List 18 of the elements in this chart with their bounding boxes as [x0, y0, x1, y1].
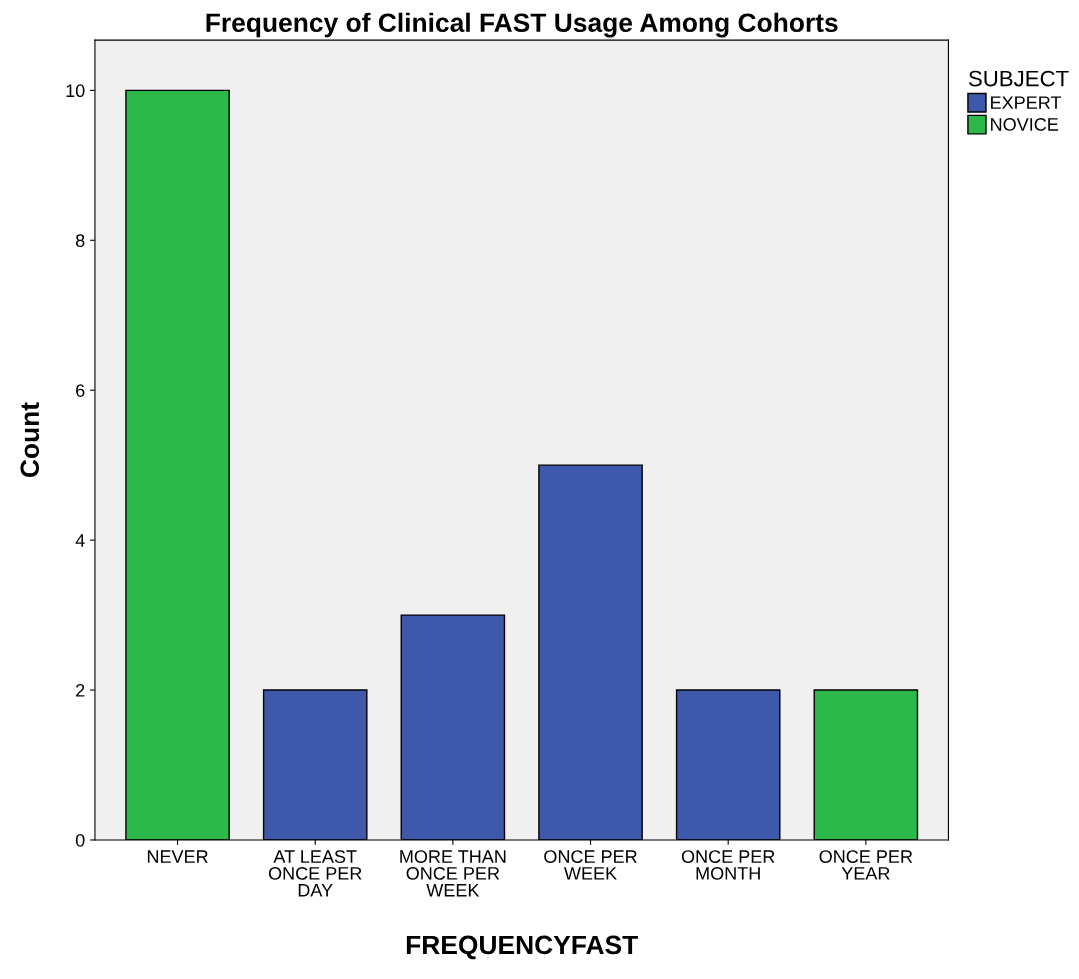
y-tick-label: 8	[75, 234, 85, 248]
x-tick-label: ONCE PER MONTH	[681, 850, 775, 880]
legend-label: EXPERT	[991, 96, 1062, 109]
x-tick-label: NEVER	[147, 850, 208, 863]
y-tick-label: 2	[76, 683, 85, 697]
x-tick-label: ONCE PER WEEK	[544, 850, 637, 880]
y-axis-title: Count	[20, 402, 40, 478]
chart-title: Frequency of Clinical FAST Usage Among Cohorts	[206, 12, 838, 38]
x-tick-label: MORE THAN ONCE PER WEEK	[400, 850, 506, 897]
x-tick-label: AT LEAST ONCE PER DAY	[268, 850, 362, 897]
legend-label: NOVICE	[991, 118, 1059, 131]
legend-title: SUBJECT	[968, 70, 1069, 87]
y-tick-label: 0	[75, 833, 85, 847]
y-tick-label: 6	[76, 384, 85, 397]
y-tick-label: 4	[75, 534, 85, 547]
y-tick-label: 10	[66, 84, 85, 98]
x-axis-title: FREQUENCYFAST	[406, 935, 638, 960]
x-tick-label: ONCE PER YEAR	[819, 850, 913, 880]
